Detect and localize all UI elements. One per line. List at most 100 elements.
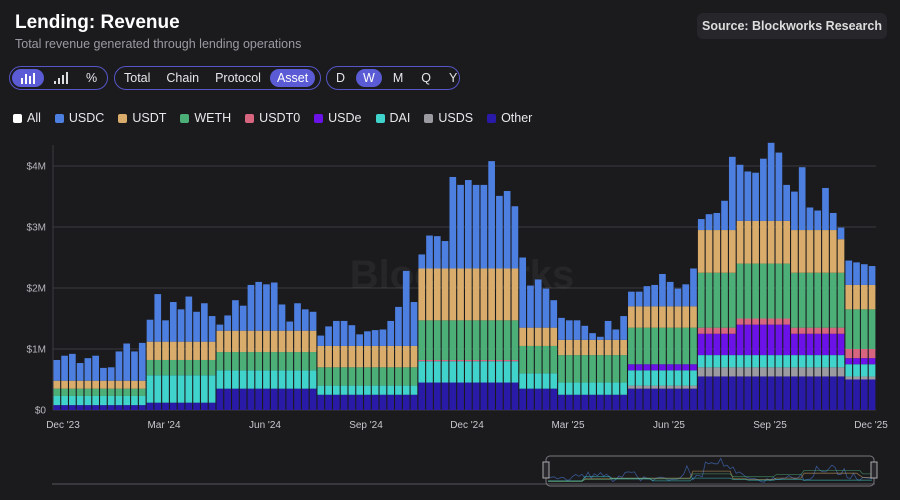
bar-stack[interactable] xyxy=(395,306,402,410)
bar-stack[interactable] xyxy=(814,210,822,410)
bar-stack[interactable] xyxy=(255,281,263,410)
bar-stack[interactable] xyxy=(736,164,744,410)
bar-stack[interactable] xyxy=(690,268,697,410)
bar-stack[interactable] xyxy=(224,315,231,410)
bar-stack[interactable] xyxy=(480,184,488,410)
navigator-left-handle[interactable] xyxy=(542,461,550,479)
bar-stack[interactable] xyxy=(806,207,814,410)
bar-stack[interactable] xyxy=(138,342,146,410)
bar-stack[interactable] xyxy=(744,171,752,410)
legend-item-weth[interactable]: WETH xyxy=(180,111,231,125)
source-button[interactable]: Source: Blockworks Research xyxy=(697,13,887,39)
interval-y[interactable]: Y xyxy=(449,71,458,85)
bar-stack[interactable] xyxy=(511,206,519,410)
bar-stack[interactable] xyxy=(185,296,193,410)
bar-stack[interactable] xyxy=(837,227,845,410)
bar-stack[interactable] xyxy=(379,329,387,410)
bar-stack[interactable] xyxy=(550,300,558,410)
bar-stack[interactable] xyxy=(829,212,837,410)
bar-stack[interactable] xyxy=(853,262,860,410)
bar-stack[interactable] xyxy=(822,187,829,410)
legend-item-all[interactable]: All xyxy=(13,111,41,125)
interval-q[interactable]: Q xyxy=(421,71,431,85)
legend-item-usdc[interactable]: USDC xyxy=(54,111,104,125)
bar-stack[interactable] xyxy=(791,191,798,410)
legend-item-usde[interactable]: USDe xyxy=(314,111,362,125)
bar-stack[interactable] xyxy=(154,294,162,410)
bar-stack[interactable] xyxy=(169,302,177,410)
bar-stack[interactable] xyxy=(596,336,604,410)
bar-stack[interactable] xyxy=(84,358,92,410)
bar-stack[interactable] xyxy=(860,264,868,410)
bar-stack[interactable] xyxy=(581,325,589,410)
bar-stack[interactable] xyxy=(457,184,464,410)
bar-stack[interactable] xyxy=(798,167,806,410)
bar-stack[interactable] xyxy=(519,257,527,411)
bar-stack[interactable] xyxy=(628,291,635,410)
bar-stack[interactable] xyxy=(53,359,61,410)
bar-stack[interactable] xyxy=(131,351,138,410)
legend-item-dai[interactable]: DAI xyxy=(375,111,410,125)
bar-stack[interactable] xyxy=(659,273,666,410)
bar-stack[interactable] xyxy=(162,320,169,410)
legend-item-usdt0[interactable]: USDT0 xyxy=(245,111,300,125)
interval-m[interactable]: M xyxy=(392,71,404,85)
bar-stack[interactable] xyxy=(371,330,379,410)
bar-stack[interactable] xyxy=(635,291,643,410)
bar-stack[interactable] xyxy=(767,142,775,410)
navigator-right-handle[interactable] xyxy=(870,461,878,479)
bar-stack[interactable] xyxy=(239,305,247,410)
bar-stack[interactable] xyxy=(123,343,131,410)
bar-stack[interactable] xyxy=(558,317,565,410)
bar-stack[interactable] xyxy=(760,158,767,410)
bar-stack[interactable] xyxy=(294,303,301,410)
bar-stack[interactable] xyxy=(783,184,790,410)
bar-stack[interactable] xyxy=(651,284,658,410)
breakdown-asset[interactable]: Asset xyxy=(269,69,316,87)
bar-stack[interactable] xyxy=(146,319,154,410)
bar-stack[interactable] xyxy=(682,284,690,410)
bar-stack[interactable] xyxy=(449,176,457,410)
interval-w[interactable]: W xyxy=(356,69,382,87)
bar-stack[interactable] xyxy=(845,260,853,410)
bar-stack[interactable] xyxy=(573,320,581,410)
bar-stack[interactable] xyxy=(426,235,433,410)
bar-stack[interactable] xyxy=(643,286,651,410)
bar-stack[interactable] xyxy=(589,333,596,410)
legend-item-other[interactable]: Other xyxy=(487,111,532,125)
bar-stack[interactable] xyxy=(620,316,627,410)
bar-stack[interactable] xyxy=(309,311,317,410)
bar-stack[interactable] xyxy=(721,200,728,410)
bar-stack[interactable] xyxy=(107,367,115,410)
bar-stack[interactable] xyxy=(69,353,76,410)
bar-stack[interactable] xyxy=(301,309,309,410)
bar-stack[interactable] xyxy=(100,367,107,410)
interval-d[interactable]: D xyxy=(336,71,346,85)
bar-stack[interactable] xyxy=(441,241,449,410)
bar-stack[interactable] xyxy=(402,270,410,410)
breakdown-protocol[interactable]: Protocol xyxy=(215,71,261,85)
bar-stack[interactable] xyxy=(496,195,503,410)
bar-chart-icon[interactable] xyxy=(12,69,45,87)
bar-stack[interactable] xyxy=(76,363,84,410)
bar-stack[interactable] xyxy=(728,156,736,410)
bar-stack[interactable] xyxy=(868,266,876,410)
bar-stack[interactable] xyxy=(193,311,200,410)
bar-stack[interactable] xyxy=(348,325,356,410)
bar-stack[interactable] xyxy=(666,281,674,410)
bar-stack[interactable] xyxy=(775,152,783,410)
bar-stack[interactable] xyxy=(232,300,239,410)
bar-stack[interactable] xyxy=(333,320,340,410)
bar-stack[interactable] xyxy=(542,288,550,410)
bar-stack[interactable] xyxy=(752,172,759,410)
bar-stack[interactable] xyxy=(278,304,286,410)
bar-stack[interactable] xyxy=(697,219,705,410)
bar-stack[interactable] xyxy=(356,334,363,410)
bar-stack[interactable] xyxy=(713,212,721,410)
bar-stack[interactable] xyxy=(503,191,511,410)
bar-stack[interactable] xyxy=(387,320,395,410)
bar-stack[interactable] xyxy=(674,288,682,410)
legend-item-usdt[interactable]: USDT xyxy=(118,111,166,125)
bar-stack[interactable] xyxy=(216,324,224,410)
bar-stack[interactable] xyxy=(612,329,620,410)
